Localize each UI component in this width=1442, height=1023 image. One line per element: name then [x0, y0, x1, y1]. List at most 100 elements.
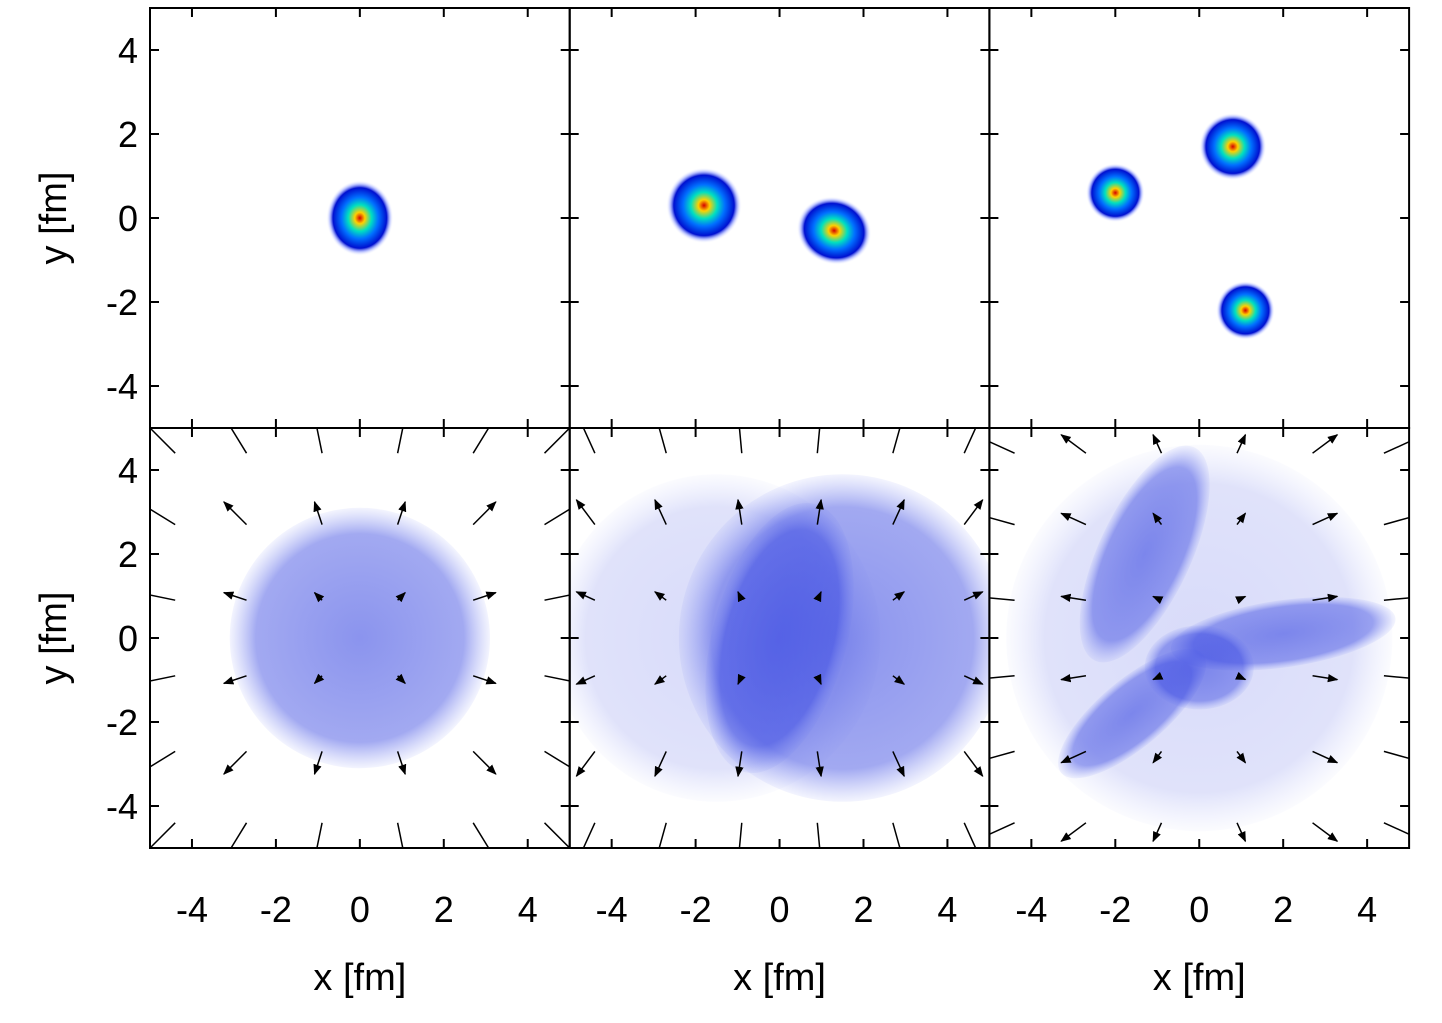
- x-axis-label: x [fm]: [313, 957, 406, 999]
- flow-arrow: [544, 750, 570, 768]
- flow-arrow: [396, 500, 407, 525]
- flow-arrow: [395, 673, 406, 685]
- flow-arrow: [543, 822, 570, 848]
- flow-arrow: [654, 591, 667, 601]
- flow-arrow: [816, 428, 821, 454]
- density: [1199, 113, 1267, 181]
- flow-arrow: [892, 498, 905, 525]
- x-tick-label: 2: [853, 889, 873, 930]
- density: [326, 180, 394, 256]
- flow-arrow: [989, 516, 1015, 526]
- panel: -4 -2 0 2 4 x [fm]: [568, 427, 991, 999]
- flow-arrow: [575, 591, 596, 601]
- flow-arrow: [654, 675, 667, 685]
- flow-arrow: [737, 673, 746, 686]
- flow-arrow: [738, 428, 743, 454]
- flow-arrow: [396, 428, 404, 454]
- flow-arrow: [223, 750, 248, 775]
- density: [1079, 445, 1210, 663]
- panel: [988, 7, 1411, 429]
- flow-arrow: [1152, 512, 1163, 526]
- x-tick-label: 2: [434, 889, 454, 930]
- flow-arrow: [1312, 750, 1339, 764]
- flow-arrow: [963, 822, 977, 848]
- flow-arrow: [150, 594, 176, 601]
- frame: [568, 7, 991, 429]
- x-tick-label: -4: [1015, 889, 1047, 930]
- flow-arrow: [582, 822, 596, 848]
- density: [796, 196, 872, 265]
- flow-arrow: [1312, 512, 1339, 526]
- flow-arrow: [654, 751, 667, 778]
- flow-arrow: [1152, 433, 1163, 454]
- flow-arrow: [654, 498, 667, 525]
- y-tick-label: 4: [118, 450, 138, 491]
- flow-arrow: [1060, 674, 1087, 683]
- flow-arrow: [575, 498, 596, 526]
- density: [1216, 281, 1275, 340]
- flow-arrow: [1312, 434, 1339, 454]
- density: [705, 502, 854, 774]
- flow-arrow: [222, 591, 247, 601]
- y-tick-label: 2: [118, 114, 138, 155]
- frame: [988, 7, 1411, 429]
- x-axis-label: x [fm]: [1153, 957, 1246, 999]
- plot-area: [150, 428, 570, 848]
- flow-arrow: [1383, 516, 1410, 526]
- flow-arrow: [150, 428, 176, 454]
- flow-arrow: [472, 591, 497, 601]
- flow-arrow: [316, 428, 323, 454]
- flow-arrow: [963, 675, 984, 685]
- plot-area: [1085, 113, 1275, 340]
- y-tick-label: 0: [118, 198, 138, 239]
- flow-arrow: [472, 501, 497, 526]
- flow-arrow: [963, 750, 984, 778]
- flow-arrow: [735, 498, 744, 525]
- flow-arrow: [472, 750, 497, 775]
- flow-arrow: [963, 591, 984, 601]
- x-tick-label: 4: [518, 889, 538, 930]
- flow-arrow: [892, 751, 905, 778]
- density: [1144, 625, 1254, 710]
- flow-arrow: [1383, 440, 1410, 454]
- flow-arrow: [1383, 750, 1410, 760]
- flow-arrow: [316, 822, 323, 848]
- plot-area: [989, 433, 1410, 843]
- flow-arrow: [892, 822, 901, 848]
- flow-arrow: [813, 590, 822, 603]
- flow-arrow: [989, 440, 1015, 454]
- y-tick-label: -2: [106, 702, 138, 743]
- plot-area: [326, 180, 394, 256]
- flow-arrow: [892, 675, 906, 685]
- y-tick-label: 2: [118, 534, 138, 575]
- flow-arrow: [575, 675, 596, 685]
- flow-arrow: [396, 822, 404, 848]
- flow-arrow: [1060, 822, 1087, 842]
- flow-arrow: [230, 822, 248, 848]
- flow-arrow: [1236, 750, 1247, 764]
- y-tick-label: 4: [118, 30, 138, 71]
- flow-arrow: [1152, 671, 1164, 681]
- flow-arrow: [1236, 822, 1247, 843]
- flow-arrow: [963, 428, 977, 454]
- x-tick-label: -2: [1099, 889, 1131, 930]
- y-axis-label: y [fm]: [33, 592, 75, 685]
- x-tick-label: 2: [1273, 889, 1293, 930]
- flow-arrow: [575, 750, 596, 778]
- flow-arrow: [395, 591, 406, 603]
- flow-arrow: [313, 673, 325, 685]
- flow-arrow: [1235, 595, 1247, 605]
- flow-arrow: [544, 594, 570, 601]
- flow-arrow: [472, 675, 497, 685]
- flow-arrow: [313, 591, 325, 603]
- y-axis-label: y [fm]: [33, 172, 75, 265]
- plot-area: [666, 167, 872, 265]
- flow-arrow: [1236, 512, 1247, 526]
- flow-arrow: [1152, 822, 1163, 843]
- flow-arrow: [989, 675, 1015, 679]
- flow-arrow: [1383, 675, 1410, 679]
- flow-arrow: [544, 508, 570, 526]
- flow-arrow: [989, 597, 1015, 601]
- flow-arrow: [396, 751, 407, 776]
